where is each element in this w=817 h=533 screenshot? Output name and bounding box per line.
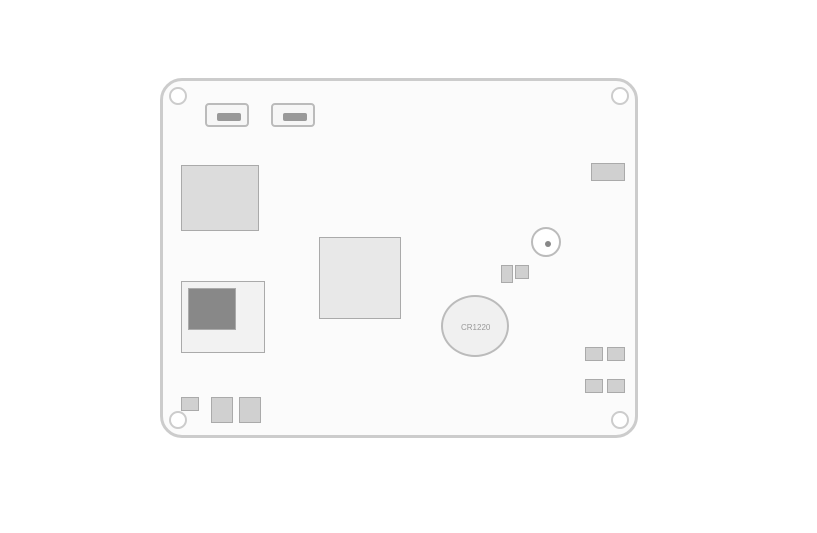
aht20-sensor bbox=[501, 265, 513, 283]
reset-button bbox=[211, 397, 233, 423]
mounting-hole bbox=[611, 87, 629, 105]
user-button-1 bbox=[585, 347, 603, 361]
buzzer-hole bbox=[545, 241, 551, 247]
mcu-chip bbox=[319, 237, 401, 319]
user-button-3 bbox=[585, 379, 603, 393]
buzzer bbox=[531, 227, 561, 257]
mounting-hole bbox=[611, 411, 629, 429]
rgb-led bbox=[515, 265, 529, 279]
mounting-hole bbox=[169, 411, 187, 429]
user-button-4 bbox=[607, 379, 625, 393]
power-led bbox=[181, 397, 199, 411]
rtc-battery: CR1220 bbox=[441, 295, 509, 357]
boot-button bbox=[239, 397, 261, 423]
esp8266-module bbox=[181, 281, 265, 353]
pcb-board: CR1220 bbox=[160, 78, 638, 438]
mounting-hole bbox=[169, 87, 187, 105]
mcu-usb0-connector bbox=[271, 103, 315, 127]
esp8266-shield bbox=[188, 288, 236, 330]
user-button-2 bbox=[607, 347, 625, 361]
usb-ttl-connector bbox=[205, 103, 249, 127]
sd-card-slot bbox=[181, 165, 259, 231]
uart-switch bbox=[591, 163, 625, 181]
silk-cr1220: CR1220 bbox=[461, 323, 490, 332]
